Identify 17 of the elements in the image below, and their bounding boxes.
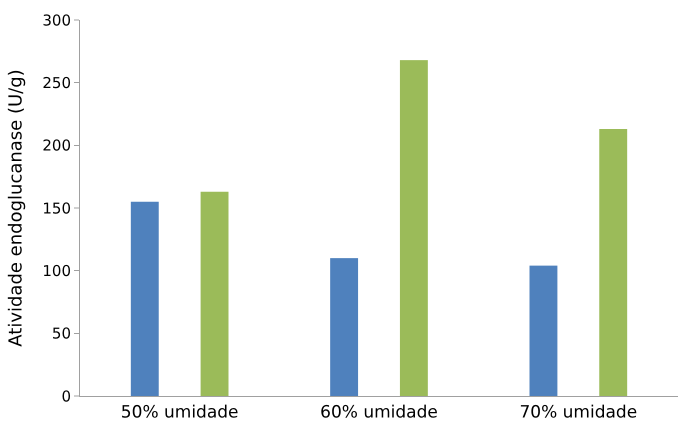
x-tick-label: 60% umidade: [320, 402, 438, 422]
bar: [400, 60, 428, 396]
y-tick-label: 150: [42, 199, 71, 218]
bar: [599, 129, 628, 396]
bar: [130, 202, 159, 396]
bar: [330, 258, 358, 396]
bar: [200, 192, 228, 396]
y-tick-label: 250: [42, 74, 71, 92]
y-tick-label: 300: [42, 11, 71, 30]
bar: [530, 266, 558, 396]
y-tick-label: 200: [42, 136, 71, 155]
x-tick-label: 70% umidade: [519, 402, 638, 422]
y-tick-label: 50: [52, 324, 71, 343]
y-tick-label: 0: [61, 387, 71, 406]
y-axis-title: Atividade endoglucanase (U/g): [6, 69, 27, 347]
y-tick-label: 100: [42, 262, 71, 280]
x-tick-label: 50% umidade: [120, 402, 239, 422]
